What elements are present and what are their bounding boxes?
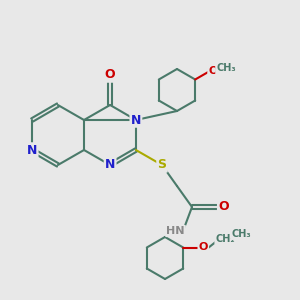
Text: N: N (27, 143, 37, 157)
Text: O: O (208, 66, 218, 76)
Text: HN: HN (166, 226, 185, 236)
Text: O: O (199, 242, 208, 252)
Text: N: N (105, 158, 115, 172)
Text: CH₃: CH₃ (232, 229, 251, 239)
Text: CH₂: CH₂ (215, 233, 235, 244)
Text: S: S (158, 158, 166, 172)
Text: CH₃: CH₃ (216, 63, 236, 73)
Text: N: N (131, 113, 141, 127)
Text: O: O (105, 68, 116, 82)
Text: O: O (218, 200, 229, 214)
